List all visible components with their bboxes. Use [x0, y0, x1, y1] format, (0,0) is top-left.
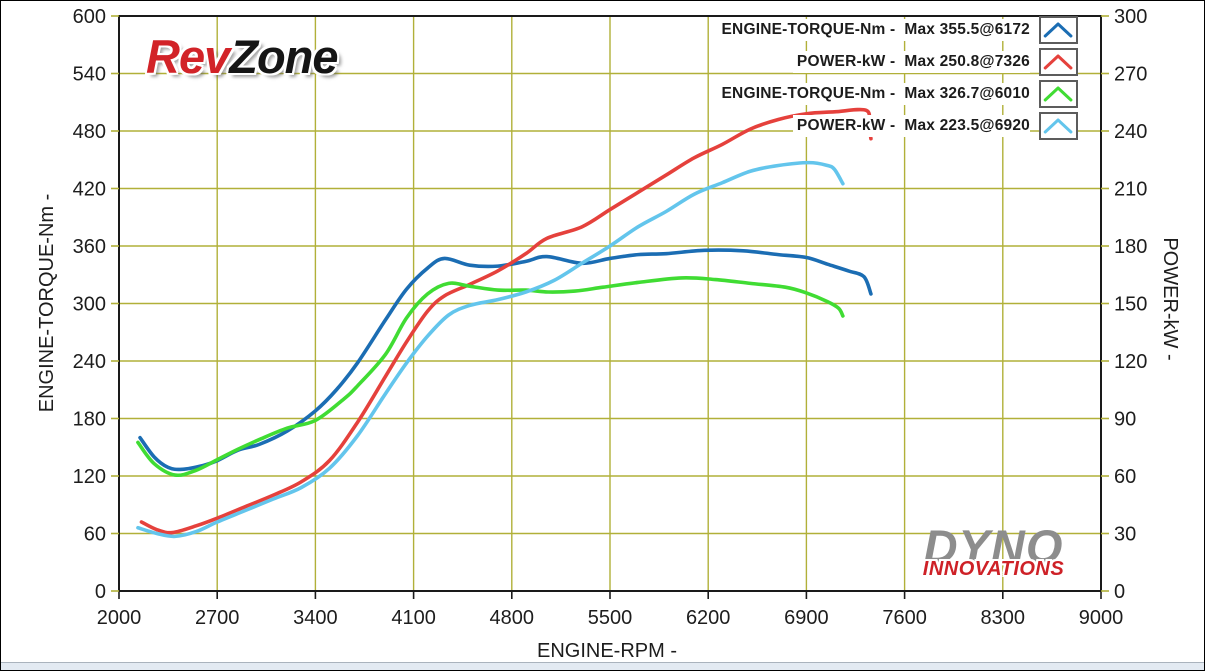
x-tick-label: 4100	[391, 607, 436, 629]
y-right-tick-label: 270	[1114, 64, 1147, 86]
revzone-logo-zone: Zone	[229, 30, 338, 83]
x-tick-label: 3400	[293, 607, 338, 629]
revzone-logo: RevZone	[146, 29, 339, 84]
legend-label: ENGINE-TORQUE-Nm - Max 326.7@6010	[717, 83, 1030, 105]
y-left-tick-label: 300	[73, 294, 106, 316]
x-axis-title: ENGINE-RPM -	[537, 640, 677, 662]
x-tick-label: 6200	[686, 607, 731, 629]
y-left-tick-label: 540	[73, 64, 106, 86]
axis-tick-labels: 2000 2700 3400 4100 4800 5500 6200 6900 7600 8300…	[73, 6, 1148, 629]
x-tick-label: 2000	[97, 607, 142, 629]
axis-ticks	[111, 15, 1109, 599]
legend-marker-red-icon	[1039, 48, 1078, 76]
x-tick-label: 2700	[195, 607, 240, 629]
legend-label: POWER-kW - Max 250.8@7326	[792, 51, 1030, 73]
dyno-innovations-logo: DYNO INNOVATIONS	[891, 523, 1096, 579]
y-right-tick-label: 30	[1114, 524, 1136, 546]
x-tick-label: 4800	[490, 607, 535, 629]
curve-engine-torque-nm-2	[136, 276, 845, 478]
y-right-tick-label: 0	[1114, 581, 1125, 603]
x-tick-label: 6900	[784, 607, 829, 629]
legend-item-power-run2[interactable]: POWER-kW - Max 223.5@6920	[718, 112, 1078, 140]
x-tick-label: 7600	[882, 607, 927, 629]
y-left-tick-label: 240	[73, 351, 106, 373]
y-left-tick-label: 60	[84, 524, 106, 546]
y-right-tick-label: 300	[1114, 6, 1147, 28]
curve-power-kw-3	[136, 160, 845, 539]
y-left-tick-label: 0	[95, 581, 106, 603]
y-right-tick-label: 180	[1114, 236, 1147, 258]
y-left-tick-label: 480	[73, 121, 106, 143]
x-tick-label: 8300	[981, 607, 1026, 629]
legend-marker-blue-icon	[1039, 16, 1078, 44]
legend-item-torque-run2[interactable]: ENGINE-TORQUE-Nm - Max 326.7@6010	[717, 80, 1078, 108]
gridlines	[119, 16, 1101, 591]
legend-item-torque-run1[interactable]: ENGINE-TORQUE-Nm - Max 355.5@6172	[717, 16, 1078, 44]
y-left-tick-label: 420	[73, 179, 106, 201]
y-left-tick-label: 360	[73, 236, 106, 258]
dyno-logo-text: DYNO	[923, 520, 1064, 573]
curves	[136, 107, 873, 539]
legend-label: ENGINE-TORQUE-Nm - Max 355.5@6172	[717, 19, 1030, 41]
legend-marker-green-icon	[1039, 80, 1078, 108]
y-left-tick-label: 180	[73, 409, 106, 431]
y-axis-title-left: ENGINE-TORQUE-Nm -	[36, 194, 58, 413]
y-right-tick-label: 120	[1114, 351, 1147, 373]
y-right-tick-label: 210	[1114, 179, 1147, 201]
legend-label: POWER-kW - Max 223.5@6920	[792, 115, 1030, 137]
legend-item-power-run1[interactable]: POWER-kW - Max 250.8@7326	[718, 48, 1078, 76]
revzone-logo-rev: Rev	[146, 30, 230, 83]
y-right-tick-label: 90	[1114, 409, 1136, 431]
y-right-tick-label: 150	[1114, 294, 1147, 316]
window-bottom-edge	[1, 662, 1204, 670]
y-right-tick-label: 240	[1114, 121, 1147, 143]
dyno-logo-subtext: INNOVATIONS	[922, 558, 1065, 580]
y-right-tick-label: 60	[1114, 466, 1136, 488]
x-tick-label: 5500	[588, 607, 633, 629]
curve-power-kw-1	[139, 107, 873, 535]
y-left-tick-label: 600	[73, 6, 106, 28]
x-tick-label: 9000	[1079, 607, 1124, 629]
y-axis-title-right: POWER-kW -	[1159, 237, 1181, 360]
y-left-tick-label: 120	[73, 466, 106, 488]
legend-marker-lightblue-icon	[1039, 112, 1078, 140]
legend: ENGINE-TORQUE-Nm - Max 355.5@6172 POWER-…	[717, 16, 1078, 144]
